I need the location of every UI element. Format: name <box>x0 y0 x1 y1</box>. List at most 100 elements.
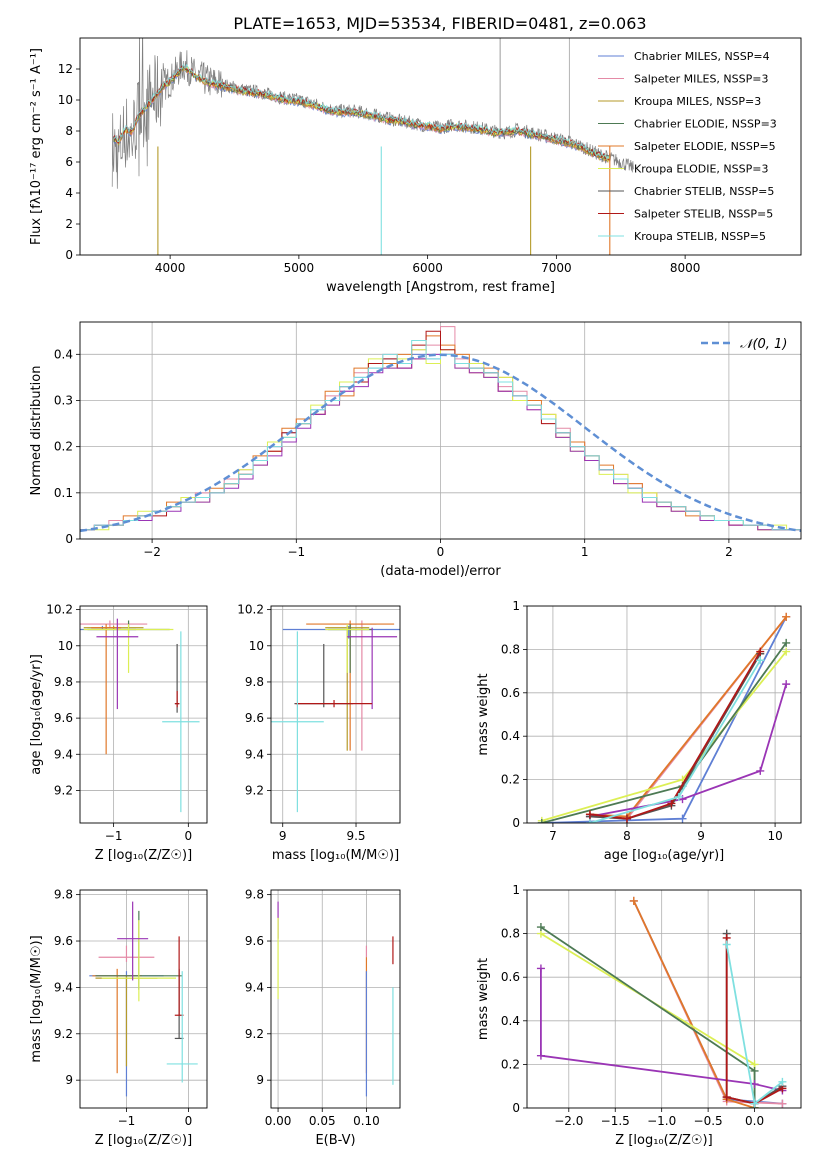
mass-weight-line <box>725 938 783 1105</box>
errorbar-point <box>92 968 142 1074</box>
errorbar-point <box>174 690 180 708</box>
x-tick-label: −1.5 <box>601 1114 630 1128</box>
mass-weight-marker <box>585 819 594 823</box>
y-tick-label: 9.8 <box>54 888 73 902</box>
model-line <box>113 65 611 163</box>
x-tick-label: 9 <box>279 829 287 843</box>
errorbar-point <box>101 920 177 1002</box>
y-tick-label: 9 <box>65 1073 73 1087</box>
panel-mass-vs-ebv: 0.00 0.05 0.10 9 9.2 9.4 9.6 9.8 E(B-V) <box>245 888 401 1148</box>
axes-frame <box>526 605 802 824</box>
y-tick-label: 9.6 <box>54 711 73 725</box>
y-tick-label: 9.8 <box>245 675 264 689</box>
y-tick-label: 9.4 <box>54 980 73 994</box>
axes-frame <box>79 321 802 540</box>
mass-weight-marker <box>756 656 765 665</box>
panel-age-vs-Z: −1 0 9.2 9.4 9.6 9.8 10 10.2 Z [log₁₀(Z/Z☉)] age … <box>29 603 208 863</box>
mass-weight-marker <box>622 814 631 823</box>
x-tick-label: 0 <box>185 829 193 843</box>
legend-label: Kroupa STELIB, NSSP=5 <box>634 230 766 243</box>
axes-frame <box>270 605 401 824</box>
y-tick-label: 9.2 <box>54 1027 73 1041</box>
x-tick-label: 0.0 <box>745 1114 764 1128</box>
mass-weight-line <box>589 616 787 818</box>
y-tick-label: 9.8 <box>245 888 264 902</box>
x-axis-label: wavelength [Angstrom, rest frame] <box>326 280 555 295</box>
mass-weight-line <box>589 683 788 818</box>
x-axis-label: Z [log₁₀(Z/Z☉)] <box>615 1133 712 1148</box>
y-tick-label: 0.4 <box>54 347 73 361</box>
errorbar-point <box>271 631 324 813</box>
mass-weight-marker <box>778 1077 787 1086</box>
y-tick-label: 1 <box>512 599 520 613</box>
x-tick-label: 5000 <box>284 261 315 275</box>
y-tick-label: 9.2 <box>245 783 264 797</box>
y-axis-label: Normed distribution <box>29 366 44 496</box>
y-tick-label: 0.4 <box>501 1014 520 1028</box>
y-tick-label: 0.6 <box>501 970 520 984</box>
plot-area-mass-vs-Z <box>80 890 207 1108</box>
mass-weight-marker <box>629 896 638 905</box>
y-tick-label: 9.4 <box>245 980 264 994</box>
mass-weight-line <box>540 968 783 1092</box>
x-tick-label: 4000 <box>155 261 186 275</box>
y-tick-label: 10.2 <box>46 603 73 617</box>
axes-frame <box>79 889 208 1109</box>
mass-weight-marker <box>782 647 791 656</box>
mass-weight-line <box>589 616 787 820</box>
errorbar-point <box>295 700 373 708</box>
y-tick-label: 10.2 <box>237 603 264 617</box>
y-tick-label: 9.4 <box>245 747 264 761</box>
x-tick-label: 8 <box>623 829 631 843</box>
legend-label: Salpeter ELODIE, NSSP=5 <box>634 140 776 153</box>
legend-label: Chabrier ELODIE, NSSP=3 <box>634 118 777 131</box>
y-axis-label: age [log₁₀(age/yr)] <box>29 654 44 775</box>
y-tick-label: 0.8 <box>501 642 520 656</box>
figure-title: PLATE=1653, MJD=53534, FIBERID=0481, z=0… <box>233 14 646 33</box>
y-tick-label: 0 <box>65 532 73 546</box>
x-tick-label: 1 <box>581 545 589 559</box>
y-tick-label: 10 <box>58 639 73 653</box>
mass-weight-marker <box>674 792 683 801</box>
mass-weight-marker <box>536 1051 545 1060</box>
y-tick-label: 10 <box>249 639 264 653</box>
x-tick-label: −1.0 <box>647 1114 676 1128</box>
normal-curve <box>80 353 801 533</box>
mass-weight-line <box>541 616 788 823</box>
y-tick-label: 12 <box>58 62 73 76</box>
x-tick-label: 2 <box>725 545 733 559</box>
mass-weight-line <box>589 651 762 820</box>
panel-spectrum: 4000 5000 6000 7000 8000 0 2 4 6 8 10 12 wavelength … <box>29 37 802 295</box>
mass-weight-marker <box>756 647 765 656</box>
mass-weight-marker <box>750 1066 759 1075</box>
mass-weight-marker <box>722 940 731 949</box>
errorbar-point <box>96 618 139 710</box>
mass-weight-marker <box>782 638 791 647</box>
plot-area-residuals <box>80 322 801 539</box>
y-tick-label: 9.6 <box>245 934 264 948</box>
x-axis-label: Z [log₁₀(Z/Z☉)] <box>95 848 192 863</box>
x-tick-label: 7 <box>549 829 557 843</box>
plot-area-age-vs-mass <box>271 606 400 823</box>
x-tick-label: −0.5 <box>694 1114 723 1128</box>
mass-weight-marker <box>782 612 791 621</box>
legend-label: 𝒩(0, 1) <box>740 337 787 352</box>
errorbar-point <box>162 631 200 813</box>
plot-area-mw-vs-age <box>527 606 801 823</box>
legend-label: Chabrier MILES, NSSP=4 <box>634 50 770 63</box>
x-tick-label: −1 <box>287 545 305 559</box>
y-tick-label: 0.8 <box>501 927 520 941</box>
x-tick-label: 7000 <box>541 261 572 275</box>
mass-weight-marker <box>756 766 765 775</box>
errorbar-point <box>294 643 354 708</box>
errorbar-point <box>98 945 155 962</box>
y-tick-label: 2 <box>65 217 73 231</box>
y-tick-label: 6 <box>65 155 73 169</box>
axes-frame <box>79 605 208 824</box>
mass-weight-marker <box>536 923 545 932</box>
x-tick-label: 10 <box>767 829 782 843</box>
y-tick-label: 9.4 <box>54 747 73 761</box>
plot-area-spectrum <box>111 38 634 255</box>
errorbar-point <box>95 975 158 1067</box>
